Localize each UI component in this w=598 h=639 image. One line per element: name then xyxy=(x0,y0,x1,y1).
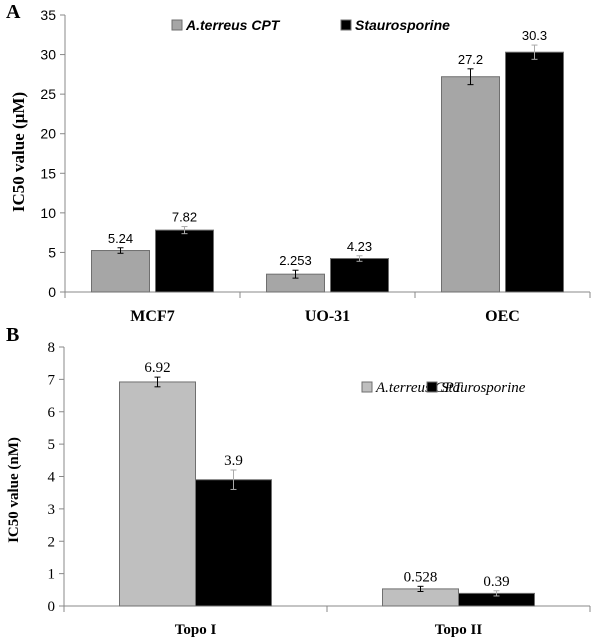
data-label: 3.9 xyxy=(224,453,243,469)
x-category-label: OEC xyxy=(485,308,520,325)
y-tick-label: 5 xyxy=(48,244,56,260)
data-label: 5.24 xyxy=(108,231,133,246)
y-tick-label: 25 xyxy=(40,86,56,102)
legend-swatch-series-1 xyxy=(426,381,438,393)
data-label: 2.253 xyxy=(279,253,312,268)
legend-label-series-0: A.terreus CPT xyxy=(185,17,281,33)
x-category-label: Topo I xyxy=(175,622,217,638)
y-tick-label: 2 xyxy=(48,534,56,550)
y-tick-label: 8 xyxy=(48,340,56,356)
bar-a-series-1 xyxy=(330,258,389,293)
bar-b-series-0 xyxy=(119,381,196,607)
legend-label-series-1: Staurosporine xyxy=(355,17,450,33)
bar-a-series-0 xyxy=(441,76,500,293)
panel-a-y-axis-label: IC50 value (µM) xyxy=(9,92,28,212)
y-tick-label: 15 xyxy=(40,165,56,181)
x-category-label: Topo II xyxy=(435,622,483,638)
bar-a-series-0 xyxy=(91,250,150,293)
legend-swatch-series-0 xyxy=(361,381,373,393)
panel-b: B IC50 value (nM) 0 1 2 3 4 5 6 7 8 Topo I Topo II… xyxy=(6,324,591,638)
bar-a-series-1 xyxy=(155,229,214,293)
legend-label-series-1: Staurosporine xyxy=(441,380,526,396)
data-label: 7.82 xyxy=(172,210,197,225)
data-label: 30.3 xyxy=(522,28,547,43)
panel-b-y-axis-label: IC50 value (nM) xyxy=(6,437,22,543)
y-tick-label: 5 xyxy=(48,437,56,453)
panel-a-label: A xyxy=(6,1,21,23)
y-tick-label: 20 xyxy=(40,126,56,142)
data-label: 6.92 xyxy=(144,360,170,376)
y-tick-label: 6 xyxy=(48,405,56,421)
data-label: 27.2 xyxy=(458,52,483,67)
x-category-label: UO-31 xyxy=(305,308,350,325)
y-tick-label: 4 xyxy=(48,470,56,486)
legend-label-series-0: A.terreus CPT xyxy=(375,380,464,396)
panel-b-label: B xyxy=(6,324,19,346)
data-label: 4.23 xyxy=(347,239,372,254)
y-tick-label: 1 xyxy=(48,567,56,583)
y-tick-label: 10 xyxy=(40,205,56,221)
legend-swatch-series-0 xyxy=(171,19,183,31)
y-tick-label: 3 xyxy=(48,502,56,518)
data-label: 0.39 xyxy=(483,574,509,590)
y-tick-label: 0 xyxy=(48,599,56,615)
y-tick-label: 30 xyxy=(40,47,56,63)
y-tick-label: 7 xyxy=(48,372,56,388)
legend-swatch-series-1 xyxy=(340,19,352,31)
x-category-label: MCF7 xyxy=(130,308,174,325)
bar-b-series-1 xyxy=(195,479,272,607)
bar-a-series-1 xyxy=(505,51,564,293)
panel-a: A IC50 value (µM) 0 5 10 15 20 25 30 35 MCF7 UO-3… xyxy=(6,1,591,325)
y-tick-label: 0 xyxy=(48,284,56,300)
y-tick-label: 35 xyxy=(40,7,56,23)
data-label: 0.528 xyxy=(404,569,438,585)
